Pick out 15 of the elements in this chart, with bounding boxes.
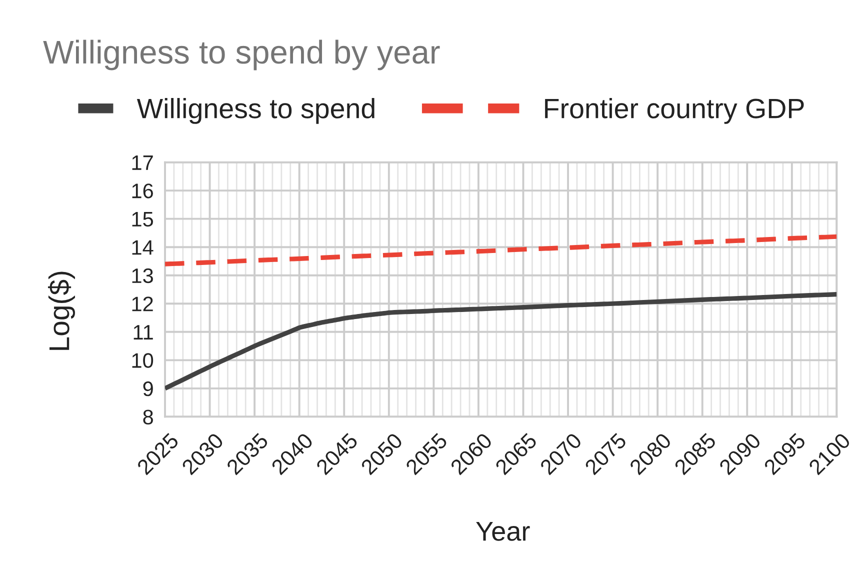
legend-label: Willigness to spend [136,98,374,124]
y-tick-label: 8 [143,410,153,424]
chart-title: Willigness to spend by year [43,40,440,70]
legend-label: Frontier country GDP [545,98,804,124]
y-tick-label: 17 [132,156,153,170]
y-tick-label: 12 [132,296,153,312]
y-tick-label: 10 [132,353,154,368]
y-tick-label: 16 [132,184,153,198]
y-tick-label: 13 [132,268,153,284]
y-tick-label: 11 [134,325,153,340]
y-tick-label: 15 [132,212,154,227]
y-axis-title: Log($) [48,272,75,350]
x-axis-title: Year [476,522,530,541]
y-tick-label: 9 [143,381,153,396]
y-tick-label: 14 [132,240,154,255]
